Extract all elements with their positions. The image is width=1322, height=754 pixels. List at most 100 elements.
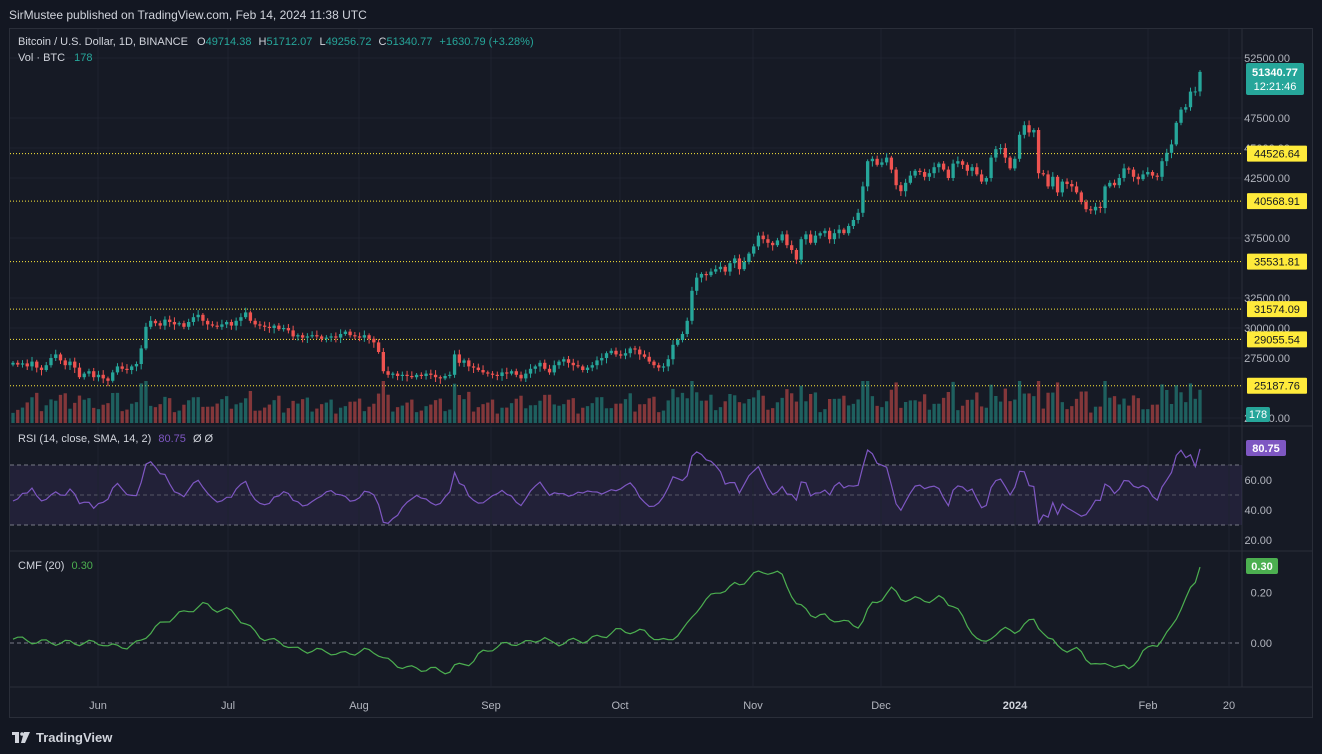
chart-svg[interactable]: 52500.0047500.0045000.0042500.0037500.00… bbox=[10, 29, 1312, 717]
candle-body bbox=[386, 371, 390, 375]
volume-bar bbox=[310, 411, 314, 423]
volume-bar bbox=[1108, 397, 1112, 423]
volume-bar bbox=[718, 407, 723, 423]
volume-bar bbox=[324, 402, 329, 423]
volume-bar bbox=[576, 413, 580, 423]
candle-body bbox=[405, 374, 409, 376]
candle-body bbox=[652, 361, 656, 366]
candle-body bbox=[519, 374, 523, 379]
volume-bar bbox=[604, 408, 609, 423]
volume-bar bbox=[452, 383, 457, 423]
rsi-legend[interactable]: RSI (14, close, SMA, 14, 2) 80.75 Ø Ø bbox=[18, 433, 213, 445]
volume-bar bbox=[562, 404, 566, 423]
cmf-badge bbox=[1246, 558, 1278, 574]
rsi-extra: Ø Ø bbox=[192, 433, 214, 445]
candle-body bbox=[106, 378, 110, 381]
candle-body bbox=[771, 242, 775, 246]
candle-body bbox=[1174, 122, 1178, 145]
volume-bar bbox=[714, 410, 718, 423]
candle-body bbox=[676, 340, 680, 345]
volume-bar bbox=[1160, 384, 1164, 423]
volume-bar bbox=[405, 402, 409, 423]
symbol-legend[interactable]: Bitcoin / U.S. Dollar, 1D, BINANCE O4971… bbox=[18, 36, 534, 48]
candle-body bbox=[1098, 206, 1102, 208]
candle-body bbox=[1131, 169, 1136, 177]
level-badge-value: 31574.09 bbox=[1254, 304, 1300, 316]
volume-bar bbox=[918, 401, 922, 423]
symbol-title[interactable]: Bitcoin / U.S. Dollar, 1D, BINANCE bbox=[18, 36, 188, 48]
volume-bar bbox=[391, 411, 395, 423]
candle-body bbox=[922, 172, 927, 177]
volume-bar bbox=[761, 395, 765, 423]
volume-bar bbox=[481, 404, 485, 423]
volume-bar bbox=[348, 401, 352, 423]
chart-container[interactable]: 52500.0047500.0045000.0042500.0037500.00… bbox=[9, 28, 1313, 718]
candle-body bbox=[538, 362, 542, 367]
candle-body bbox=[733, 258, 737, 264]
volume-bar bbox=[443, 411, 447, 423]
open-label: O bbox=[197, 36, 206, 48]
candle-body bbox=[585, 367, 590, 370]
volume-bar bbox=[243, 398, 248, 423]
candle-body bbox=[495, 374, 499, 376]
candle-body bbox=[1108, 182, 1112, 187]
volume-bar bbox=[471, 411, 476, 423]
volume-bar bbox=[547, 394, 552, 423]
cmf-legend[interactable]: CMF (20) 0.30 bbox=[18, 560, 93, 572]
volume-label[interactable]: Vol · BTC bbox=[18, 52, 66, 64]
rsi-value: 80.75 bbox=[158, 433, 186, 445]
volume-bar bbox=[386, 394, 390, 423]
candle-body bbox=[623, 353, 628, 356]
volume-bar bbox=[248, 391, 253, 423]
candle-body bbox=[1074, 186, 1079, 193]
volume-bar bbox=[125, 409, 129, 423]
candle-body bbox=[951, 163, 955, 178]
rsi-axis-label: 20.00 bbox=[1244, 535, 1272, 547]
candle-body bbox=[16, 362, 20, 365]
rsi-label[interactable]: RSI (14, close, SMA, 14, 2) bbox=[18, 433, 152, 445]
candle-body bbox=[614, 350, 618, 355]
candle-body bbox=[908, 175, 913, 183]
volume-bar bbox=[633, 411, 637, 423]
volume-bar bbox=[182, 404, 186, 423]
volume-bar bbox=[846, 405, 851, 423]
volume-bar bbox=[16, 409, 20, 423]
candle-body bbox=[1065, 181, 1069, 184]
candle-body bbox=[642, 354, 647, 357]
level-badges: 44526.64 40568.91 35531.81 31574.09 29055.54… bbox=[1247, 145, 1307, 394]
time-axis-label: Oct bbox=[611, 700, 628, 712]
candle-body bbox=[1165, 152, 1169, 162]
candle-body bbox=[1188, 91, 1193, 108]
volume-bar bbox=[794, 401, 799, 423]
candle-body bbox=[984, 178, 989, 182]
volume-bar bbox=[115, 392, 120, 423]
cmf-label[interactable]: CMF (20) bbox=[18, 560, 65, 572]
volume-bar bbox=[538, 400, 542, 423]
time-axis-label: Jun bbox=[89, 700, 107, 712]
candle-body bbox=[975, 167, 979, 175]
candle-body bbox=[709, 271, 713, 276]
volume-bar bbox=[908, 400, 913, 423]
volume-bar bbox=[585, 406, 590, 423]
candle-body bbox=[63, 360, 67, 366]
volume-bar bbox=[685, 398, 689, 423]
candle-body bbox=[780, 234, 784, 241]
candle-body bbox=[220, 324, 224, 327]
volume-bar bbox=[329, 399, 333, 423]
candle-body bbox=[628, 348, 632, 354]
candle-body bbox=[25, 363, 29, 367]
candle-body bbox=[153, 320, 158, 324]
candles bbox=[11, 70, 1202, 387]
volume-bar bbox=[1165, 390, 1169, 423]
price-badge bbox=[1246, 63, 1304, 95]
volume-bar bbox=[1117, 404, 1121, 423]
tradingview-brand[interactable]: TradingView bbox=[12, 730, 112, 745]
candle-body bbox=[785, 234, 789, 246]
level-badge bbox=[1247, 331, 1307, 348]
volume-legend[interactable]: Vol · BTC 178 bbox=[18, 52, 93, 64]
candle-body bbox=[1022, 125, 1026, 135]
candle-body bbox=[647, 356, 651, 362]
candle-body bbox=[1008, 157, 1012, 169]
candle-body bbox=[448, 374, 452, 376]
candle-body bbox=[1150, 172, 1155, 176]
